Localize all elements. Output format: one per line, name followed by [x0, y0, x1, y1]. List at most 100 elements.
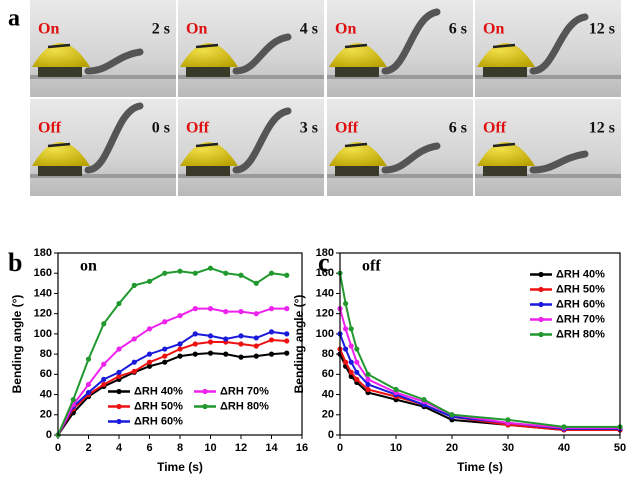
data-point — [162, 319, 167, 324]
x-axis-label: Time (s) — [157, 460, 203, 474]
legend-label: ΔRH 60% — [556, 298, 605, 310]
photo-state: On — [483, 21, 504, 38]
data-point — [421, 397, 426, 402]
data-point — [393, 387, 398, 392]
data-point — [284, 331, 289, 336]
chart-title: on — [80, 258, 97, 275]
data-point — [505, 417, 510, 422]
data-point — [132, 283, 137, 288]
data-point — [561, 424, 566, 429]
data-point — [193, 331, 198, 336]
data-point — [349, 343, 354, 348]
data-point — [354, 360, 359, 365]
photo-time: 3 s — [300, 120, 318, 137]
data-point — [193, 341, 198, 346]
data-point — [254, 343, 259, 348]
data-point — [254, 335, 259, 340]
legend-marker — [538, 272, 543, 277]
figure: a On2 sOn4 sOn6 sOn12 sOff0 sOff3 sOff6 … — [0, 0, 626, 477]
photo-time: 2 s — [152, 21, 170, 38]
y-tick-label: 40 — [40, 388, 52, 400]
data-point — [101, 382, 106, 387]
legend-marker — [202, 404, 207, 409]
data-point — [269, 337, 274, 342]
data-point — [162, 271, 167, 276]
data-point — [269, 352, 274, 357]
legend-label: ΔRH 60% — [134, 415, 183, 427]
data-point — [116, 301, 121, 306]
data-point — [343, 301, 348, 306]
y-tick-label: 120 — [34, 308, 52, 320]
data-point — [223, 336, 228, 341]
data-point — [177, 354, 182, 359]
data-point — [238, 309, 243, 314]
x-tick-label: 30 — [502, 442, 514, 454]
data-point — [208, 339, 213, 344]
chart-title: off — [362, 258, 381, 275]
legend-marker — [202, 389, 207, 394]
y-tick-label: 60 — [322, 368, 334, 380]
x-tick-label: 0 — [55, 442, 61, 454]
data-point — [284, 306, 289, 311]
legend-label: ΔRH 70% — [220, 385, 269, 397]
legend-marker — [116, 389, 121, 394]
legend-marker — [538, 317, 543, 322]
data-point — [193, 271, 198, 276]
x-tick-label: 0 — [337, 442, 343, 454]
y-tick-label: 80 — [322, 348, 334, 360]
data-point — [284, 273, 289, 278]
legend-marker — [116, 419, 121, 424]
y-axis-label: Bending angle (°) — [10, 295, 24, 394]
data-point — [365, 377, 370, 382]
photo-state: Off — [186, 120, 210, 137]
data-point — [208, 266, 213, 271]
data-point — [162, 346, 167, 351]
data-point — [208, 351, 213, 356]
data-point — [269, 271, 274, 276]
x-tick-label: 20 — [446, 442, 458, 454]
data-point — [223, 309, 228, 314]
data-point — [177, 269, 182, 274]
data-point — [254, 311, 259, 316]
panel-label: b — [8, 248, 22, 277]
data-point — [365, 372, 370, 377]
data-point — [86, 390, 91, 395]
data-point — [101, 377, 106, 382]
x-tick-label: 16 — [296, 442, 308, 454]
y-tick-label: 0 — [328, 429, 334, 441]
y-tick-label: 100 — [316, 328, 334, 340]
data-point — [349, 370, 354, 375]
data-point — [343, 326, 348, 331]
data-point — [147, 352, 152, 357]
x-tick-label: 14 — [265, 442, 278, 454]
y-tick-label: 0 — [46, 429, 52, 441]
photo-time: 6 s — [449, 21, 467, 38]
data-point — [101, 321, 106, 326]
legend-marker — [116, 404, 121, 409]
data-point — [223, 352, 228, 357]
y-axis-label: Bending angle (°) — [292, 295, 306, 394]
data-point — [208, 333, 213, 338]
x-tick-label: 12 — [235, 442, 247, 454]
legend-label: ΔRH 40% — [134, 385, 183, 397]
data-point — [349, 326, 354, 331]
data-point — [162, 354, 167, 359]
data-point — [354, 346, 359, 351]
data-point — [365, 387, 370, 392]
data-point — [238, 273, 243, 278]
photo-time: 0 s — [152, 120, 170, 137]
x-tick-label: 10 — [204, 442, 216, 454]
photo-state: Off — [38, 120, 62, 137]
data-point — [269, 329, 274, 334]
data-point — [223, 271, 228, 276]
data-point — [365, 382, 370, 387]
legend-label: ΔRH 70% — [556, 313, 605, 325]
data-point — [132, 360, 137, 365]
photo-state: Off — [483, 120, 507, 137]
x-tick-label: 40 — [558, 442, 570, 454]
data-point — [343, 346, 348, 351]
panel-label: a — [8, 6, 20, 32]
legend-label: ΔRH 40% — [556, 268, 605, 280]
data-point — [349, 360, 354, 365]
data-point — [132, 369, 137, 374]
